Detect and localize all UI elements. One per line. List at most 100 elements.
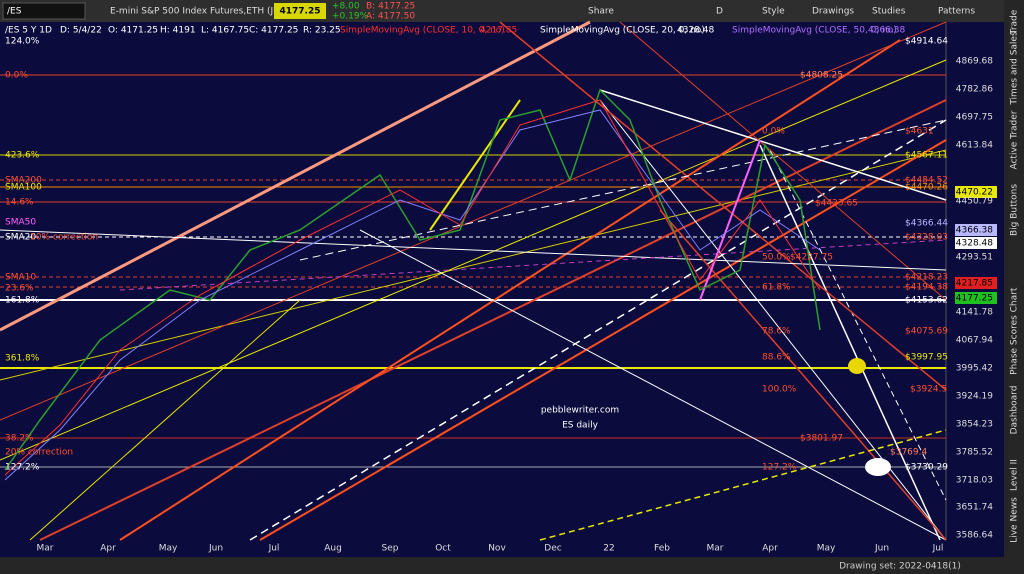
month-label: Feb <box>654 544 670 554</box>
drawing-line <box>39 99 947 541</box>
level-label: 127.2% <box>5 463 40 473</box>
status-bar <box>0 557 1004 574</box>
change-pct: +0.19% <box>332 12 369 22</box>
ohlc-field: H: 4191 <box>160 26 196 36</box>
ohlc-field: O: 4171.25 <box>108 26 158 36</box>
price-tick: 4217.85 <box>956 279 993 289</box>
price-tick: 3924.19 <box>956 392 993 402</box>
price-box <box>955 292 997 304</box>
price-level: $4484.52 <box>905 176 948 186</box>
month-label: 22 <box>603 544 614 554</box>
price-level: $3801.97 <box>800 434 843 444</box>
drawing-line <box>29 299 301 541</box>
side-tab[interactable]: Chart <box>1010 287 1020 312</box>
change: +8.00 <box>332 2 360 12</box>
price-tick: 4067.94 <box>956 336 993 346</box>
description: E-mini S&P 500 Index Futures,ETH (JUN 22… <box>110 7 304 17</box>
toolbar-button[interactable]: Style <box>762 7 785 17</box>
drawing-line <box>359 229 947 541</box>
header-symbol: /ES 5 Y 1D <box>5 26 52 36</box>
study-name: SimpleMovingAvg (CLOSE, 20, 0, no) <box>540 26 705 36</box>
toolbar-button[interactable]: Studies <box>872 7 906 17</box>
level-label: 161.8% <box>5 296 40 306</box>
drawing-line <box>769 149 947 501</box>
price-tick: 3718.03 <box>956 476 993 486</box>
toolbar-button[interactable]: D <box>716 7 723 17</box>
symbol: /ES <box>7 7 22 17</box>
level-label: SMA20 <box>5 233 36 243</box>
ohlc-field: R: 23.25 <box>303 26 341 36</box>
fib-label: 0.0% <box>762 127 785 137</box>
drawing-line <box>119 239 947 291</box>
level-label: 423.6% <box>5 151 40 161</box>
price-tick: 3586.64 <box>956 531 993 541</box>
drawing-line <box>259 139 947 541</box>
side-tab[interactable]: Dashboard <box>1010 386 1020 435</box>
price-level: $4227.75 <box>790 253 833 263</box>
month-label: May <box>817 544 836 554</box>
toolbar-button[interactable]: Drawings <box>812 7 854 17</box>
toolbar-button[interactable]: Patterns <box>938 7 975 17</box>
price-level: $4075.69 <box>905 327 948 337</box>
side-bar <box>1004 0 1024 574</box>
price-level: $4914.64 <box>905 37 948 47</box>
level-label: 124.0% <box>5 37 40 47</box>
last-price-box <box>274 3 326 19</box>
month-label: Jun <box>208 544 223 554</box>
symbol-box[interactable] <box>2 2 86 20</box>
side-tab[interactable]: Phase Scores <box>1010 315 1020 375</box>
price-tick: 3785.52 <box>956 448 993 458</box>
status-text: Drawing set: 2022-0418(1) <box>839 562 961 572</box>
study-value: 4328.48 <box>677 26 714 36</box>
drawing-line <box>499 21 947 391</box>
month-label: Oct <box>435 544 451 554</box>
ohlc-field: C: 4177.25 <box>249 26 298 36</box>
level-label: 10% correction <box>30 233 98 243</box>
price-level: $4567.11 <box>905 151 948 161</box>
marker <box>865 458 891 476</box>
level-label: 0.0% <box>5 71 28 81</box>
side-tab[interactable]: Live News <box>1010 497 1020 543</box>
side-tab[interactable]: Level II <box>1010 459 1020 491</box>
level-label: SMA200 <box>5 176 42 186</box>
price-level: $3730.29 <box>905 463 948 473</box>
month-label: Jun <box>874 544 889 554</box>
time-axis <box>0 540 1004 557</box>
watermark: pebblewriter.com <box>541 406 619 416</box>
study-value: 4217.85 <box>480 26 517 36</box>
drawing-line <box>539 429 947 541</box>
price-tick: 4869.68 <box>956 57 993 67</box>
price-tick: 4328.48 <box>956 239 993 249</box>
price-level: $3997.95 <box>905 353 948 363</box>
watermark: ES daily <box>562 421 598 431</box>
level-label: 38.2% <box>5 434 34 444</box>
price-box <box>955 277 997 289</box>
price-level: $4470.26 <box>905 183 948 193</box>
price-tick: 4141.78 <box>956 308 993 318</box>
fib-label: 61.8% <box>762 283 791 293</box>
side-tab[interactable]: Times and Sales <box>1010 31 1020 106</box>
price-tick: 4293.51 <box>956 253 993 263</box>
drawing-line <box>0 20 591 332</box>
price-level: $4808.25 <box>800 71 843 81</box>
price-level: $4218.23 <box>905 273 948 283</box>
level-label: 20% correction <box>5 448 73 458</box>
price-level: $4423.65 <box>815 199 858 209</box>
price-box <box>955 186 997 198</box>
level-label: SMA50 <box>5 218 36 228</box>
drawing-line <box>699 139 761 301</box>
price-level: $4328.03 <box>905 233 948 243</box>
side-tab[interactable]: Trade <box>1010 9 1020 35</box>
side-tab[interactable]: Big Buttons <box>1010 184 1020 236</box>
month-label: Mar <box>37 544 54 554</box>
drawing-line <box>429 99 521 231</box>
study-value: 4366.38 <box>868 26 905 36</box>
month-label: Jul <box>268 544 280 554</box>
price-path <box>4 88 821 471</box>
level-label: SMA10 <box>5 273 36 283</box>
toolbar <box>0 0 1024 22</box>
side-tab[interactable]: Active Trader <box>1010 110 1020 169</box>
toolbar-button[interactable]: Share <box>588 7 614 17</box>
plot-area <box>0 22 946 540</box>
